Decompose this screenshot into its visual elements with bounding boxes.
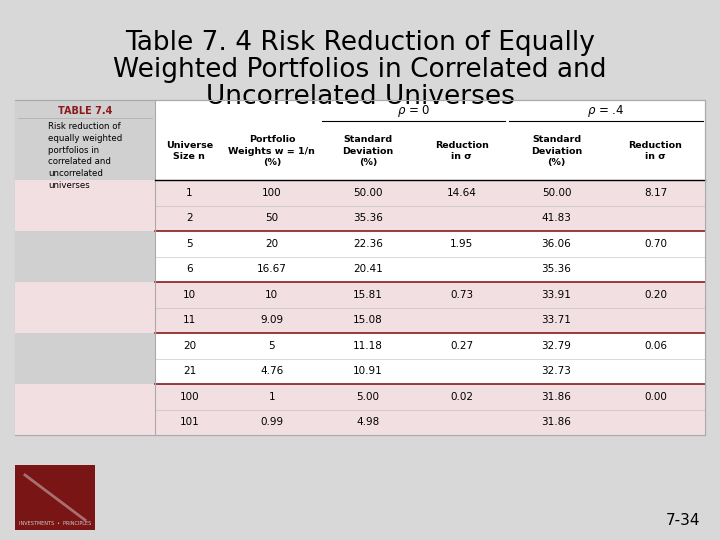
Text: 10: 10	[265, 290, 279, 300]
Text: $\rho$ = .4: $\rho$ = .4	[588, 103, 625, 119]
Text: 15.08: 15.08	[354, 315, 383, 325]
Text: Weighted Portfolios in Correlated and: Weighted Portfolios in Correlated and	[113, 57, 607, 83]
Bar	[15, 100, 705, 435]
Text: 50.00: 50.00	[541, 188, 571, 198]
Text: 1: 1	[269, 392, 275, 402]
Text: 6: 6	[186, 264, 193, 274]
Text: Standard
Deviation
(%): Standard Deviation (%)	[343, 136, 394, 167]
Text: 33.71: 33.71	[541, 315, 572, 325]
Text: 4.98: 4.98	[356, 417, 379, 427]
Bar	[15, 282, 155, 307]
Text: Universe
Size n: Universe Size n	[166, 141, 213, 161]
Text: 5: 5	[186, 239, 193, 249]
Text: 31.86: 31.86	[541, 392, 572, 402]
Text: 0.20: 0.20	[644, 290, 667, 300]
Text: 21: 21	[183, 366, 196, 376]
Bar	[155, 256, 705, 282]
Bar	[155, 231, 705, 256]
Text: 0.70: 0.70	[644, 239, 667, 249]
Text: 20.41: 20.41	[354, 264, 383, 274]
Text: 0.99: 0.99	[261, 417, 284, 427]
Text: INVESTMENTS  •  PRINCIPLES: INVESTMENTS • PRINCIPLES	[19, 521, 91, 526]
Text: 32.79: 32.79	[541, 341, 572, 351]
Text: 11.18: 11.18	[354, 341, 383, 351]
Bar	[155, 282, 705, 307]
Text: Reduction
in σ: Reduction in σ	[435, 141, 489, 161]
Bar	[15, 409, 155, 435]
Text: 14.64: 14.64	[446, 188, 477, 198]
Text: 50.00: 50.00	[354, 188, 383, 198]
Text: 100: 100	[179, 392, 199, 402]
Bar	[15, 333, 155, 359]
Bar	[155, 359, 705, 384]
Bar	[15, 307, 155, 333]
Bar	[155, 409, 705, 435]
Text: 5.00: 5.00	[356, 392, 379, 402]
Bar	[15, 359, 155, 384]
Bar	[15, 231, 155, 256]
Text: 0.73: 0.73	[450, 290, 473, 300]
Bar	[155, 307, 705, 333]
Text: 0.27: 0.27	[450, 341, 473, 351]
Text: 4.76: 4.76	[260, 366, 284, 376]
Bar	[155, 384, 705, 409]
Text: 1: 1	[186, 188, 193, 198]
Text: 11: 11	[183, 315, 196, 325]
Text: 41.83: 41.83	[541, 213, 572, 223]
Text: 5: 5	[269, 341, 275, 351]
Text: 20: 20	[183, 341, 196, 351]
Bar	[15, 100, 155, 435]
Bar	[15, 180, 155, 206]
Bar	[155, 180, 705, 206]
Text: 22.36: 22.36	[354, 239, 383, 249]
Text: 32.73: 32.73	[541, 366, 572, 376]
Text: TABLE 7.4: TABLE 7.4	[58, 106, 112, 116]
Text: 20: 20	[265, 239, 279, 249]
Text: Portfolio
Weights w = 1/n
(%): Portfolio Weights w = 1/n (%)	[228, 136, 315, 167]
Text: $\rho$ = 0: $\rho$ = 0	[397, 103, 430, 119]
Text: Standard
Deviation
(%): Standard Deviation (%)	[531, 136, 582, 167]
Text: 1.95: 1.95	[450, 239, 473, 249]
Bar	[155, 206, 705, 231]
Text: 10: 10	[183, 290, 196, 300]
Text: 50: 50	[265, 213, 279, 223]
Bar	[15, 206, 155, 231]
Bar	[155, 333, 705, 359]
Text: Uncorrelated Universes: Uncorrelated Universes	[206, 84, 514, 110]
Text: 7-34: 7-34	[665, 513, 700, 528]
Text: 15.81: 15.81	[354, 290, 383, 300]
Text: 36.06: 36.06	[541, 239, 572, 249]
Text: 9.09: 9.09	[261, 315, 284, 325]
Text: 100: 100	[262, 188, 282, 198]
Text: 0.00: 0.00	[644, 392, 667, 402]
Text: 0.06: 0.06	[644, 341, 667, 351]
Text: 35.36: 35.36	[541, 264, 572, 274]
Text: 10.91: 10.91	[354, 366, 383, 376]
Text: 31.86: 31.86	[541, 417, 572, 427]
Text: 8.17: 8.17	[644, 188, 667, 198]
Bar	[15, 256, 155, 282]
Text: 2: 2	[186, 213, 193, 223]
Text: 101: 101	[179, 417, 199, 427]
Text: 0.02: 0.02	[450, 392, 473, 402]
Text: Reduction
in σ: Reduction in σ	[629, 141, 683, 161]
Text: Table 7. 4 Risk Reduction of Equally: Table 7. 4 Risk Reduction of Equally	[125, 30, 595, 56]
Bar	[15, 384, 155, 409]
Text: 33.91: 33.91	[541, 290, 572, 300]
Text: 16.67: 16.67	[257, 264, 287, 274]
Bar	[15, 465, 95, 530]
Text: Risk reduction of
equally weighted
portfolios in
correlated and
uncorrelated
uni: Risk reduction of equally weighted portf…	[48, 122, 122, 190]
Text: 35.36: 35.36	[354, 213, 383, 223]
